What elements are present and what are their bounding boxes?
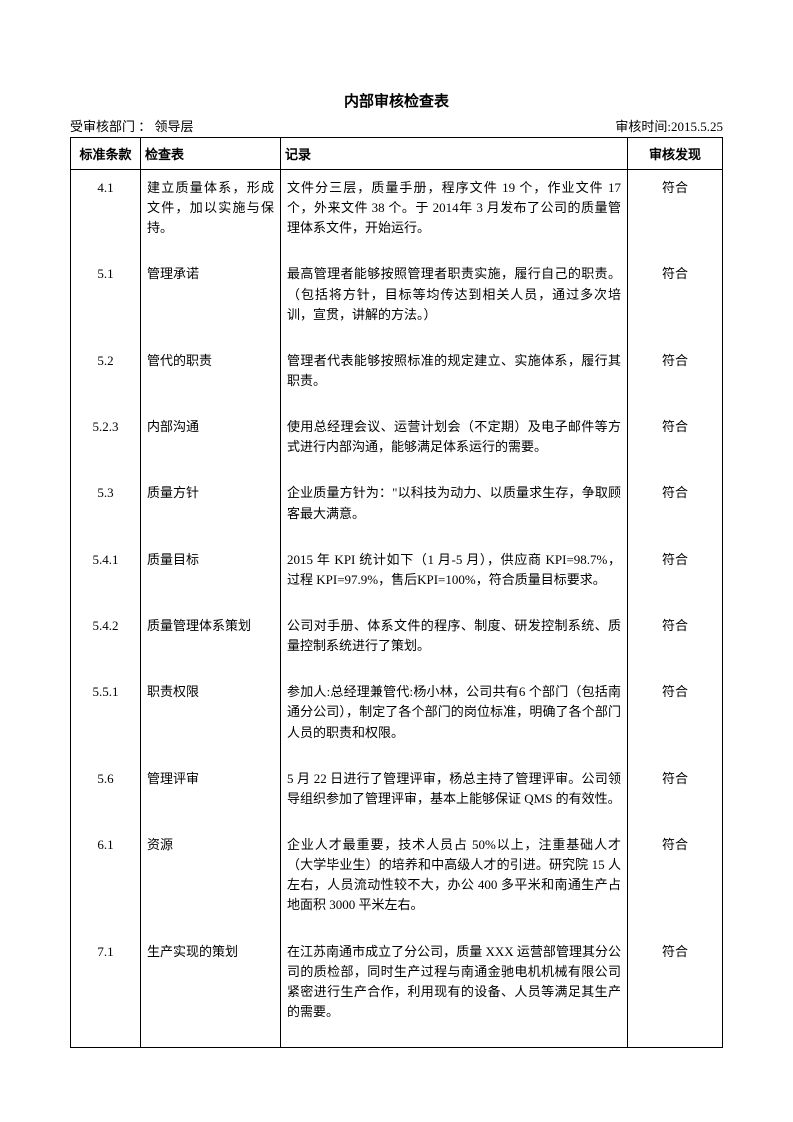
header-finding: 审核发现 bbox=[628, 138, 723, 170]
cell-clause: 5.5.1 bbox=[71, 674, 141, 760]
table-row: 5.4.2质量管理体系策划公司对手册、体系文件的程序、制度、研发控制系统、质量控… bbox=[71, 608, 723, 674]
cell-finding: 符合 bbox=[628, 170, 723, 257]
cell-checklist: 生产实现的策划 bbox=[141, 934, 281, 1048]
cell-clause: 5.6 bbox=[71, 761, 141, 827]
table-row: 5.4.1质量目标2015 年 KPI 统计如下（1 月-5 月），供应商 KP… bbox=[71, 542, 723, 608]
cell-checklist: 内部沟通 bbox=[141, 409, 281, 475]
cell-checklist: 建立质量体系，形成文件，加以实施与保持。 bbox=[141, 170, 281, 257]
cell-record: 企业质量方针为："以科技为动力、以质量求生存，争取顾客最大满意。 bbox=[281, 475, 628, 541]
header-record: 记录 bbox=[281, 138, 628, 170]
cell-finding: 符合 bbox=[628, 256, 723, 342]
cell-clause: 5.4.2 bbox=[71, 608, 141, 674]
cell-record: 公司对手册、体系文件的程序、制度、研发控制系统、质量控制系统进行了策划。 bbox=[281, 608, 628, 674]
cell-finding: 符合 bbox=[628, 475, 723, 541]
cell-record: 2015 年 KPI 统计如下（1 月-5 月），供应商 KPI=98.7%，过… bbox=[281, 542, 628, 608]
cell-clause: 5.2 bbox=[71, 343, 141, 409]
cell-record: 文件分三层，质量手册，程序文件 19 个，作业文件 17 个，外来文件 38 个… bbox=[281, 170, 628, 257]
cell-finding: 符合 bbox=[628, 542, 723, 608]
cell-checklist: 质量方针 bbox=[141, 475, 281, 541]
cell-clause: 7.1 bbox=[71, 934, 141, 1048]
cell-finding: 符合 bbox=[628, 409, 723, 475]
cell-record: 参加人:总经理兼管代:杨小林，公司共有6 个部门（包括南通分公司），制定了各个部… bbox=[281, 674, 628, 760]
cell-record: 管理者代表能够按照标准的规定建立、实施体系，履行其职责。 bbox=[281, 343, 628, 409]
cell-checklist: 管代的职责 bbox=[141, 343, 281, 409]
cell-finding: 符合 bbox=[628, 827, 723, 934]
cell-finding: 符合 bbox=[628, 608, 723, 674]
department-cell: 受审核部门 ： 领导层 bbox=[70, 116, 194, 135]
cell-finding: 符合 bbox=[628, 934, 723, 1048]
audit-table: 标准条款 检查表 记录 审核发现 4.1建立质量体系，形成文件，加以实施与保持。… bbox=[70, 137, 723, 1048]
cell-finding: 符合 bbox=[628, 761, 723, 827]
header-row: 标准条款 检查表 记录 审核发现 bbox=[71, 138, 723, 170]
meta-row: 受审核部门 ： 领导层 审核时间:2015.5.25 bbox=[70, 116, 723, 135]
cell-record: 使用总经理会议、运营计划会（不定期）及电子邮件等方式进行内部沟通，能够满足体系运… bbox=[281, 409, 628, 475]
table-row: 5.2.3内部沟通使用总经理会议、运营计划会（不定期）及电子邮件等方式进行内部沟… bbox=[71, 409, 723, 475]
table-row: 5.1管理承诺最高管理者能够按照管理者职责实施，履行自己的职责。（包括将方针，目… bbox=[71, 256, 723, 342]
page-title: 内部审核检查表 bbox=[70, 90, 723, 111]
cell-checklist: 质量管理体系策划 bbox=[141, 608, 281, 674]
cell-finding: 符合 bbox=[628, 674, 723, 760]
department-label: 受审核部门 ： bbox=[70, 119, 151, 134]
cell-clause: 5.1 bbox=[71, 256, 141, 342]
cell-clause: 5.2.3 bbox=[71, 409, 141, 475]
table-row: 4.1建立质量体系，形成文件，加以实施与保持。文件分三层，质量手册，程序文件 1… bbox=[71, 170, 723, 257]
cell-checklist: 管理承诺 bbox=[141, 256, 281, 342]
cell-checklist: 质量目标 bbox=[141, 542, 281, 608]
cell-clause: 6.1 bbox=[71, 827, 141, 934]
audit-time-value: 2015.5.25 bbox=[671, 119, 723, 134]
table-row: 5.3质量方针企业质量方针为："以科技为动力、以质量求生存，争取顾客最大满意。符… bbox=[71, 475, 723, 541]
cell-clause: 5.3 bbox=[71, 475, 141, 541]
table-row: 6.1资源企业人才最重要，技术人员占 50%以上，注重基础人才（大学毕业生）的培… bbox=[71, 827, 723, 934]
cell-record: 在江苏南通市成立了分公司，质量 XXX 运营部管理其分公司的质检部，同时生产过程… bbox=[281, 934, 628, 1048]
cell-checklist: 管理评审 bbox=[141, 761, 281, 827]
cell-clause: 5.4.1 bbox=[71, 542, 141, 608]
cell-clause: 4.1 bbox=[71, 170, 141, 257]
header-clause: 标准条款 bbox=[71, 138, 141, 170]
table-row: 5.5.1职责权限参加人:总经理兼管代:杨小林，公司共有6 个部门（包括南通分公… bbox=[71, 674, 723, 760]
cell-record: 最高管理者能够按照管理者职责实施，履行自己的职责。（包括将方针，目标等均传达到相… bbox=[281, 256, 628, 342]
audit-time-cell: 审核时间:2015.5.25 bbox=[615, 116, 723, 135]
audit-time-label: 审核时间: bbox=[615, 119, 671, 134]
header-checklist: 检查表 bbox=[141, 138, 281, 170]
cell-record: 企业人才最重要，技术人员占 50%以上，注重基础人才（大学毕业生）的培养和中高级… bbox=[281, 827, 628, 934]
table-row: 7.1生产实现的策划在江苏南通市成立了分公司，质量 XXX 运营部管理其分公司的… bbox=[71, 934, 723, 1048]
cell-checklist: 职责权限 bbox=[141, 674, 281, 760]
cell-finding: 符合 bbox=[628, 343, 723, 409]
table-row: 5.2管代的职责管理者代表能够按照标准的规定建立、实施体系，履行其职责。符合 bbox=[71, 343, 723, 409]
cell-record: 5 月 22 日进行了管理评审，杨总主持了管理评审。公司领导组织参加了管理评审，… bbox=[281, 761, 628, 827]
table-row: 5.6管理评审5 月 22 日进行了管理评审，杨总主持了管理评审。公司领导组织参… bbox=[71, 761, 723, 827]
cell-checklist: 资源 bbox=[141, 827, 281, 934]
department-value: 领导层 bbox=[155, 119, 194, 134]
